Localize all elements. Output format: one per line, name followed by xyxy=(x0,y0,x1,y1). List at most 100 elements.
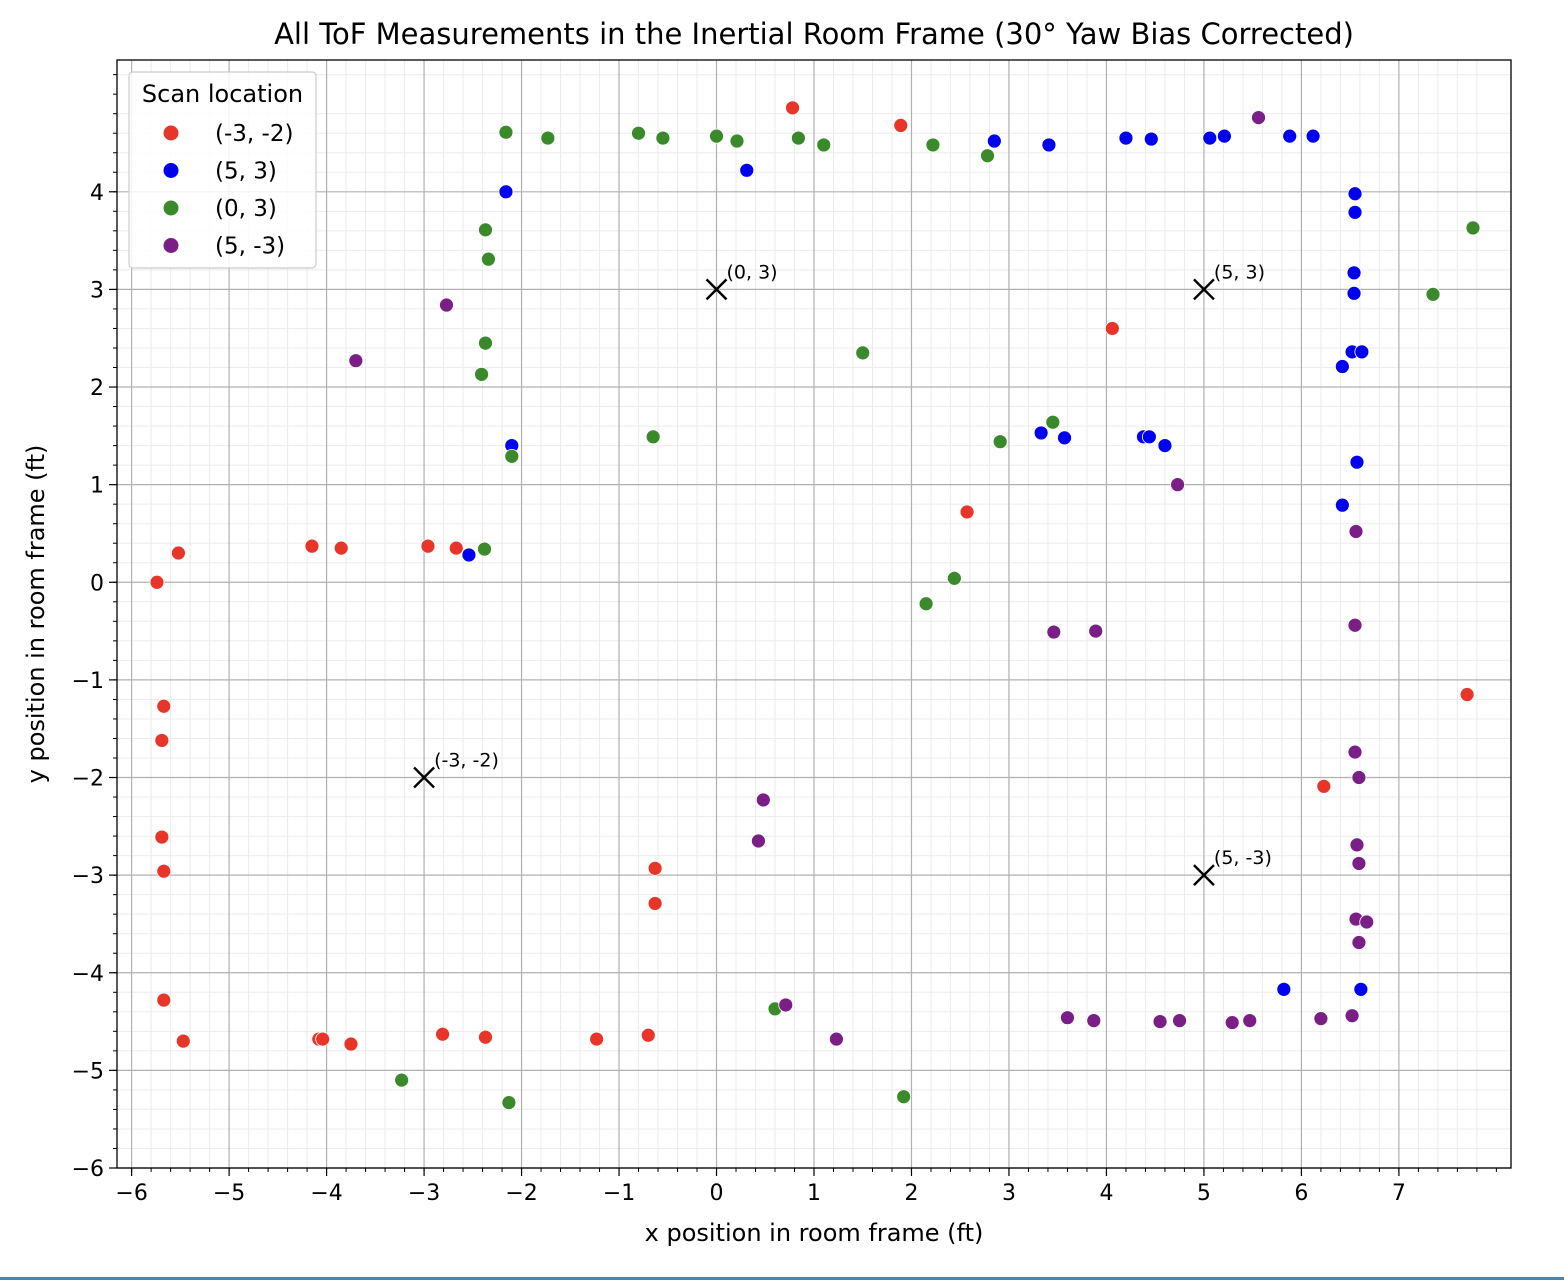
scan-location-marker: (-3, -2) xyxy=(413,750,499,789)
data-point xyxy=(1033,425,1049,441)
legend-box xyxy=(128,71,317,269)
data-point xyxy=(1351,770,1367,785)
scan-location-label: (5, -3) xyxy=(1214,847,1272,869)
data-point xyxy=(435,1026,450,1042)
data-point xyxy=(504,448,520,464)
legend-entry-label: (5, 3) xyxy=(215,159,277,185)
y-tick-label: 4 xyxy=(90,181,104,206)
legend-marker xyxy=(163,200,179,216)
data-point xyxy=(420,538,436,554)
data-point xyxy=(1349,454,1365,470)
legend-marker xyxy=(163,163,179,178)
data-point xyxy=(1347,617,1363,633)
legend-entry-label: (5, -3) xyxy=(215,234,285,260)
chart-title: All ToF Measurements in the Inertial Roo… xyxy=(274,17,1354,51)
legend-marker xyxy=(163,125,179,141)
data-point xyxy=(154,829,170,845)
y-tick-label: −3 xyxy=(72,864,104,889)
data-point xyxy=(986,133,1002,149)
x-tick-label: −6 xyxy=(115,1181,147,1206)
window-bottom-border xyxy=(0,1277,1564,1280)
data-point xyxy=(154,733,170,748)
y-tick-label: 2 xyxy=(90,376,104,401)
data-point xyxy=(501,1095,517,1110)
x-tick-label: 1 xyxy=(807,1181,821,1206)
x-axis-label: x position in room frame (ft) xyxy=(645,1219,984,1247)
data-point xyxy=(540,130,556,146)
data-point xyxy=(647,896,663,911)
x-tick-label: −1 xyxy=(603,1181,635,1206)
series-4 xyxy=(348,110,1375,1047)
data-point xyxy=(1282,128,1298,144)
data-point xyxy=(477,541,492,557)
data-point xyxy=(1046,624,1062,640)
scan-location-marker: (5, 3) xyxy=(1193,261,1265,301)
x-tick-label: 6 xyxy=(1294,1181,1308,1206)
data-point xyxy=(640,1027,656,1043)
data-point xyxy=(1088,623,1104,639)
data-point xyxy=(755,792,771,808)
axis-ticks: −6 −5 −4 −3 −2 −1 0 1 2 3 4 5 6 7 −6 −5 −4 −3 −2 −1 0 1 2 3 4 xyxy=(72,74,1497,1206)
data-point xyxy=(448,540,464,556)
data-point xyxy=(498,184,514,200)
data-point xyxy=(655,130,671,146)
scan-location-annotations: (0, 3) (5, 3) (-3, -2) (5, -3) xyxy=(413,261,1272,886)
data-point xyxy=(1347,186,1363,202)
y-tick-label: −4 xyxy=(72,962,104,987)
data-point xyxy=(1276,981,1292,997)
data-point xyxy=(1348,524,1364,539)
legend-entry-label: (-3, -2) xyxy=(215,121,293,147)
data-point xyxy=(1251,110,1266,125)
data-point xyxy=(645,429,661,445)
data-point xyxy=(394,1072,410,1088)
data-point xyxy=(992,434,1008,450)
x-marker-stroke xyxy=(1193,278,1215,301)
x-marker-stroke xyxy=(705,278,728,301)
series-1 xyxy=(149,100,1475,1052)
data-point xyxy=(1104,321,1120,336)
data-point xyxy=(1041,137,1057,153)
data-point xyxy=(315,1031,331,1047)
x-tick-label: −3 xyxy=(408,1181,440,1206)
data-point xyxy=(1118,130,1134,146)
data-point xyxy=(474,366,489,382)
data-points xyxy=(149,100,1481,1110)
data-point xyxy=(589,1031,605,1047)
data-point xyxy=(1346,265,1362,281)
data-point xyxy=(149,574,165,590)
data-point xyxy=(1351,856,1367,871)
data-point xyxy=(439,297,454,313)
data-point xyxy=(778,997,794,1013)
x-tick-label: 2 xyxy=(904,1181,918,1206)
major-grid xyxy=(117,60,1511,1169)
data-point xyxy=(1224,1015,1240,1030)
data-point xyxy=(1143,131,1159,147)
data-point xyxy=(348,353,364,369)
x-tick-label: −4 xyxy=(310,1181,342,1206)
scan-location-label: (5, 3) xyxy=(1214,261,1265,283)
data-point xyxy=(478,222,493,238)
data-point xyxy=(171,545,186,561)
data-point xyxy=(1313,1011,1329,1027)
data-point xyxy=(1351,935,1367,950)
y-axis-label: y position in room frame (ft) xyxy=(22,445,50,784)
data-point xyxy=(156,698,172,714)
data-point xyxy=(816,137,832,153)
x-marker-stroke xyxy=(413,766,435,789)
data-point xyxy=(729,133,745,149)
data-point xyxy=(175,1033,191,1049)
legend-title: Scan location xyxy=(142,80,303,108)
data-point xyxy=(896,1089,912,1105)
data-point xyxy=(1202,130,1218,146)
data-point xyxy=(1349,837,1365,853)
scan-location-marker: (5, -3) xyxy=(1193,847,1272,886)
legend-marker xyxy=(163,238,179,253)
x-tick-label: 3 xyxy=(1002,1181,1016,1206)
y-tick-label: −1 xyxy=(72,669,104,694)
data-point xyxy=(304,538,320,554)
data-point xyxy=(1425,286,1441,302)
data-point xyxy=(156,863,172,879)
data-point xyxy=(1459,687,1475,702)
